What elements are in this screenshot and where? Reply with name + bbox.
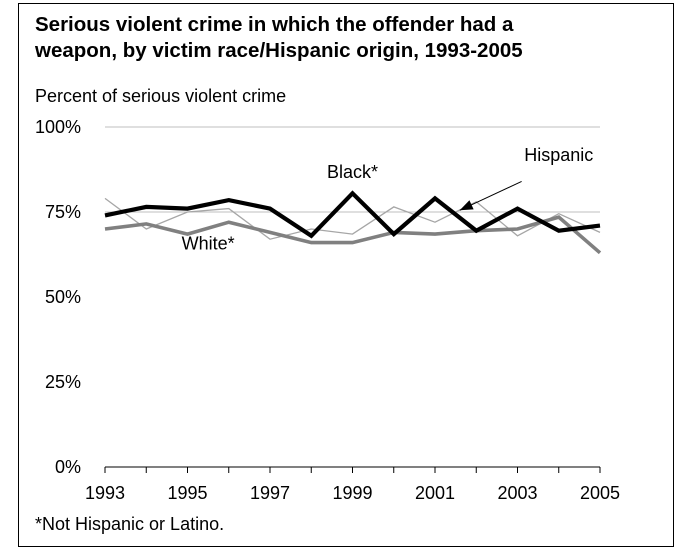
series-line-black <box>104 190 601 239</box>
chart-title-line1: Serious violent crime in which the offen… <box>35 13 514 36</box>
y-tick-label-50: 50% <box>45 287 81 307</box>
chart-title-line2: weapon, by victim race/Hispanic origin, … <box>35 39 523 62</box>
hispanic-arrow-head <box>459 200 474 211</box>
y-tick-label-0: 0% <box>55 457 81 477</box>
y-tick-label-25: 25% <box>45 372 81 392</box>
x-tick-label-2005: 2005 <box>580 483 620 503</box>
x-tick-label-1995: 1995 <box>167 483 207 503</box>
series-line-white <box>104 215 602 255</box>
series-line-hispanic <box>104 197 601 240</box>
x-tick-label-2003: 2003 <box>497 483 537 503</box>
footnote: *Not Hispanic or Latino. <box>35 514 225 534</box>
y-axis-label: Percent of serious violent crime <box>35 86 287 106</box>
x-tick-label-1993: 1993 <box>85 483 125 503</box>
x-tick-label-2001: 2001 <box>415 483 455 503</box>
annotation-white: White* <box>182 233 235 253</box>
y-tick-label-100: 100% <box>35 117 81 137</box>
chart-title: Serious violent crime in which the offen… <box>35 12 655 64</box>
x-tick-label-1999: 1999 <box>332 483 372 503</box>
annotation-hispanic: Hispanic <box>524 145 593 165</box>
annotation-black: Black* <box>327 162 378 182</box>
chart-frame <box>18 3 674 547</box>
y-tick-label-75: 75% <box>45 202 81 222</box>
x-tick-label-1997: 1997 <box>250 483 290 503</box>
